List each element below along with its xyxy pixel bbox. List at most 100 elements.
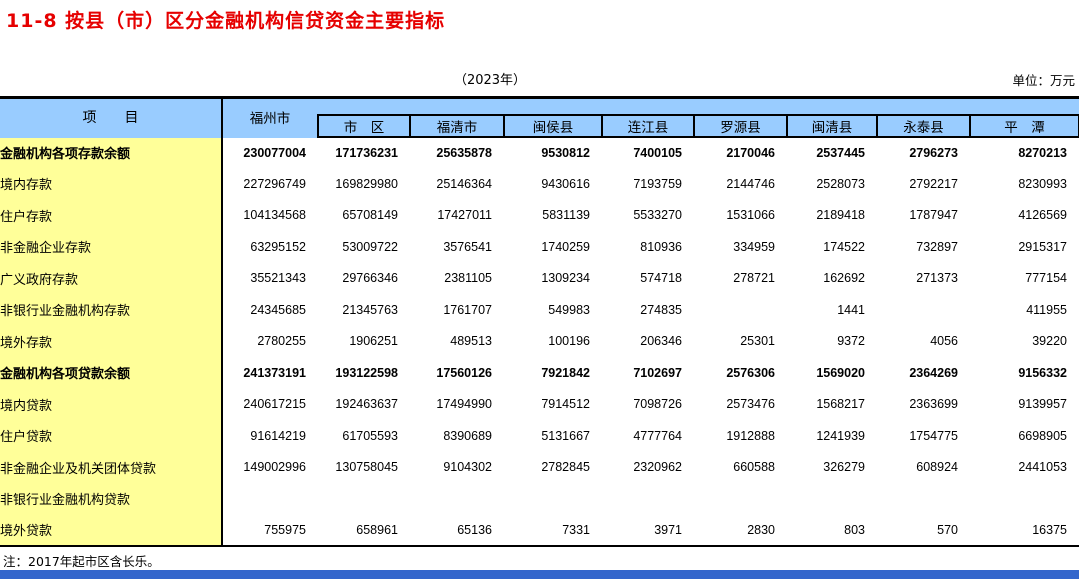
- table-row: 非金融企业及机关团体贷款 149002996 130758045 9104302 278…: [0, 451, 1079, 483]
- data-cell: 53009722: [342, 239, 398, 254]
- data-cell: 1740259: [541, 239, 590, 254]
- data-cell: 1241939: [816, 428, 865, 443]
- table-row: 非银行业金融机构存款 24345685 21345763 1761707 549983 2…: [0, 294, 1079, 326]
- data-cell: 25301: [740, 334, 775, 349]
- data-cell: 104134568: [243, 208, 306, 223]
- data-cell: 9530812: [541, 145, 590, 160]
- data-cell: 334959: [733, 239, 775, 254]
- data-cell: [602, 483, 694, 515]
- data-cell: 658961: [356, 522, 398, 537]
- data-cell: 25146364: [436, 176, 492, 191]
- data-cell: 8390689: [443, 428, 492, 443]
- data-cell: 2364269: [909, 365, 958, 380]
- table-row: 境内存款 227296749 169829980 25146364 9430616 719…: [0, 168, 1079, 200]
- column-header: 福清市: [409, 113, 505, 138]
- data-cell: 4056: [930, 334, 958, 349]
- data-cell: 1787947: [909, 208, 958, 223]
- table-row: 广义政府存款 35521343 29766346 2381105 1309234 5747…: [0, 262, 1079, 294]
- data-cell: 2144746: [726, 176, 775, 191]
- table-header: 项 目 福州市 市 区福清市 闽侯县 连江县 罗源县 闽清县 永泰县平 潭: [0, 97, 1079, 138]
- data-cell: 1906251: [349, 334, 398, 349]
- data-cell: 1761707: [443, 302, 492, 317]
- data-cell: 2796273: [909, 145, 958, 160]
- data-cell: 9104302: [443, 460, 492, 475]
- row-label: 住户存款: [0, 199, 223, 231]
- data-cell: 1531066: [726, 208, 775, 223]
- column-header: 闽清县: [786, 113, 878, 138]
- data-cell: 4777764: [633, 428, 682, 443]
- data-cell: 2915317: [1018, 239, 1067, 254]
- data-cell: [694, 294, 787, 326]
- data-cell: [318, 483, 410, 515]
- data-cell: 755975: [264, 522, 306, 537]
- column-header: 市 区: [317, 113, 411, 138]
- data-cell: 2441053: [1018, 460, 1067, 475]
- data-cell: 2363699: [909, 397, 958, 412]
- data-cell: 17427011: [437, 208, 492, 223]
- data-cell: 21345763: [342, 302, 398, 317]
- table-row: 境内贷款 240617215 192463637 17494990 7914512 709…: [0, 388, 1079, 420]
- data-cell: 130758045: [335, 460, 398, 475]
- table-row: 境外贷款 755975 658961 65136 7331 3971 2830 803 570 1…: [0, 514, 1079, 546]
- bottom-divider-bar: [0, 570, 1079, 579]
- data-cell: 227296749: [243, 176, 306, 191]
- row-label: 境外贷款: [0, 514, 223, 546]
- data-cell: 810936: [640, 239, 682, 254]
- data-cell: 2528073: [816, 176, 865, 191]
- data-cell: 149002996: [243, 460, 306, 475]
- data-cell: 608924: [916, 460, 958, 475]
- data-cell: 489513: [450, 334, 492, 349]
- data-cell: 5131667: [541, 428, 590, 443]
- row-label: 非金融企业存款: [0, 231, 223, 263]
- data-cell: 35521343: [250, 271, 306, 286]
- data-cell: 326279: [823, 460, 865, 475]
- data-cell: 803: [844, 522, 865, 537]
- data-cell: 39220: [1032, 334, 1067, 349]
- row-label: 境内贷款: [0, 388, 223, 420]
- data-cell: 2780255: [257, 334, 306, 349]
- data-cell: 9156332: [1018, 365, 1067, 380]
- data-cell: 274835: [640, 302, 682, 317]
- table-row: 非金融企业存款 63295152 53009722 3576541 1740259 810…: [0, 231, 1079, 263]
- data-cell: 732897: [916, 239, 958, 254]
- data-cell: 6698905: [1018, 428, 1067, 443]
- row-label: 非银行业金融机构贷款: [0, 483, 223, 515]
- data-cell: 2830: [747, 522, 775, 537]
- data-cell: 777154: [1025, 271, 1067, 286]
- data-cell: 2576306: [726, 365, 775, 380]
- footnote: 注：2017年起市区含长乐。: [3, 554, 160, 569]
- row-label: 广义政府存款: [0, 262, 223, 294]
- row-label: 金融机构各项存款余额: [0, 136, 223, 168]
- data-cell: 8270213: [1018, 145, 1067, 160]
- data-cell: 17494990: [436, 397, 492, 412]
- data-cell: [787, 483, 877, 515]
- data-cell: 2792217: [909, 176, 958, 191]
- data-cell: [410, 483, 504, 515]
- data-cell: 9430616: [541, 176, 590, 191]
- item-column-header: 项 目: [0, 97, 223, 137]
- data-cell: 24345685: [250, 302, 306, 317]
- data-cell: 2381105: [444, 271, 492, 286]
- data-cell: 1568217: [816, 397, 865, 412]
- data-cell: 206346: [640, 334, 682, 349]
- data-cell: [222, 483, 318, 515]
- row-label: 境内存款: [0, 168, 223, 200]
- meta-row: （2023年） 单位：万元: [0, 69, 1079, 88]
- column-header: 连江县: [601, 113, 695, 138]
- column-header: 平 潭: [969, 113, 1079, 138]
- data-cell: [694, 483, 787, 515]
- data-cell: 193122598: [335, 365, 398, 380]
- data-cell: [877, 483, 970, 515]
- table-body: 金融机构各项存款余额 230077004 171736231 25635878 9530…: [0, 136, 1079, 546]
- data-cell: 3971: [654, 522, 682, 537]
- table-row: 金融机构各项存款余额 230077004 171736231 25635878 9530…: [0, 136, 1079, 168]
- data-cell: 7921842: [541, 365, 590, 380]
- data-cell: 2573476: [726, 397, 775, 412]
- data-cell: 7193759: [633, 176, 682, 191]
- column-header-fuzhou: 福州市: [222, 97, 318, 137]
- data-cell: 411955: [1026, 302, 1067, 317]
- data-cell: 192463637: [335, 397, 398, 412]
- data-cell: 271373: [916, 271, 958, 286]
- data-cell: 5831139: [542, 208, 590, 223]
- data-cell: 9139957: [1018, 397, 1067, 412]
